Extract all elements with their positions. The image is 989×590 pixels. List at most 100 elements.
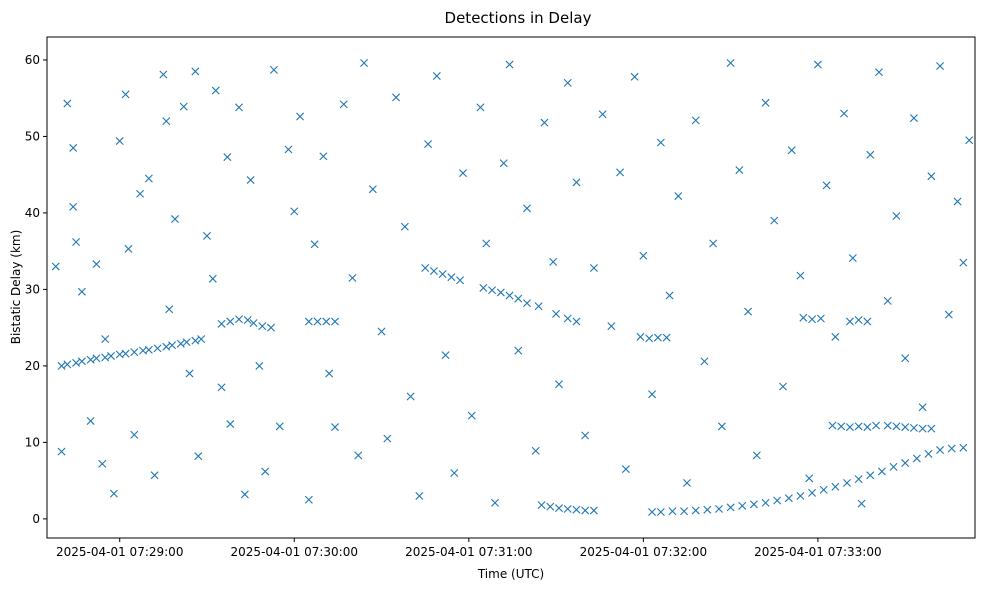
data-point — [101, 353, 110, 362]
x-tick-label: 2025-04-01 07:33:00 — [754, 545, 881, 559]
data-point — [267, 323, 275, 332]
data-point — [947, 444, 956, 453]
data-point — [883, 296, 892, 305]
data-point — [854, 475, 863, 484]
data-point — [848, 254, 857, 263]
data-point — [69, 202, 78, 211]
data-point — [845, 317, 854, 326]
data-point — [944, 310, 953, 319]
data-point — [459, 169, 467, 178]
data-point — [438, 270, 447, 279]
data-point — [505, 60, 514, 69]
data-point — [246, 176, 255, 185]
data-point — [959, 443, 968, 452]
data-point — [717, 422, 726, 431]
data-point — [319, 152, 328, 161]
data-point — [258, 322, 267, 331]
data-point — [523, 299, 531, 308]
data-point — [144, 345, 153, 354]
data-point — [429, 267, 438, 276]
data-point — [735, 166, 744, 175]
data-point — [700, 357, 709, 366]
x-tick-label: 2025-04-01 07:29:00 — [56, 545, 183, 559]
data-point — [607, 322, 616, 331]
data-point — [680, 507, 689, 516]
data-point — [101, 335, 110, 344]
data-point — [761, 98, 770, 107]
data-point — [581, 431, 590, 440]
data-point — [822, 181, 831, 190]
data-point — [339, 100, 348, 109]
data-point — [691, 506, 700, 515]
data-point — [813, 60, 822, 69]
data-point — [636, 332, 645, 341]
x-axis: 2025-04-01 07:29:00 2025-04-01 07:30:00 20… — [56, 538, 882, 559]
y-tick-label: 10 — [25, 435, 40, 449]
data-point — [377, 327, 386, 336]
data-point — [109, 489, 118, 498]
data-point — [779, 382, 787, 391]
data-point — [918, 403, 927, 412]
data-point — [92, 260, 101, 269]
data-point — [715, 504, 723, 513]
data-point — [63, 360, 72, 369]
data-point — [144, 174, 153, 183]
data-point — [400, 222, 409, 231]
data-point — [275, 422, 284, 431]
data-point — [872, 421, 881, 430]
data-point — [761, 498, 770, 507]
data-point — [77, 287, 86, 296]
data-point — [534, 302, 543, 311]
plot-area — [51, 59, 974, 516]
data-point — [479, 283, 488, 292]
data-point — [383, 434, 392, 443]
data-point — [924, 449, 933, 458]
y-tick-label: 40 — [25, 206, 40, 220]
data-point — [854, 316, 863, 324]
data-point — [360, 59, 369, 67]
plot-frame — [46, 36, 976, 539]
data-point — [752, 451, 761, 460]
data-point — [555, 380, 563, 389]
data-point — [57, 361, 66, 370]
data-point — [63, 99, 72, 108]
data-point — [674, 192, 683, 201]
data-point — [322, 317, 331, 326]
data-point — [918, 424, 927, 433]
data-point — [799, 313, 808, 322]
data-point — [197, 335, 206, 344]
data-point — [392, 93, 401, 102]
data-point — [92, 354, 101, 363]
data-point — [203, 231, 211, 240]
data-point — [808, 315, 817, 324]
data-point — [182, 338, 191, 347]
data-point — [185, 369, 194, 378]
data-point — [165, 305, 174, 314]
data-point — [496, 288, 505, 297]
data-point — [325, 369, 334, 378]
data-point — [424, 140, 433, 149]
data-point — [901, 423, 910, 432]
data-point — [72, 358, 81, 367]
data-point — [639, 251, 648, 260]
data-point — [787, 146, 796, 155]
data-point — [549, 257, 558, 266]
data-point — [563, 314, 572, 323]
data-point — [784, 494, 793, 503]
data-point — [217, 383, 226, 392]
data-point — [668, 507, 677, 516]
data-point — [816, 314, 825, 323]
data-point — [927, 172, 936, 181]
data-point — [168, 341, 177, 350]
data-point — [304, 495, 313, 504]
data-point — [648, 508, 657, 516]
data-point — [662, 333, 671, 342]
data-point — [857, 499, 866, 508]
data-point — [863, 423, 872, 432]
data-point — [86, 355, 95, 364]
data-point — [296, 112, 305, 121]
data-point — [805, 474, 814, 483]
data-point — [191, 336, 200, 345]
data-point — [616, 168, 625, 177]
data-point — [447, 273, 456, 282]
